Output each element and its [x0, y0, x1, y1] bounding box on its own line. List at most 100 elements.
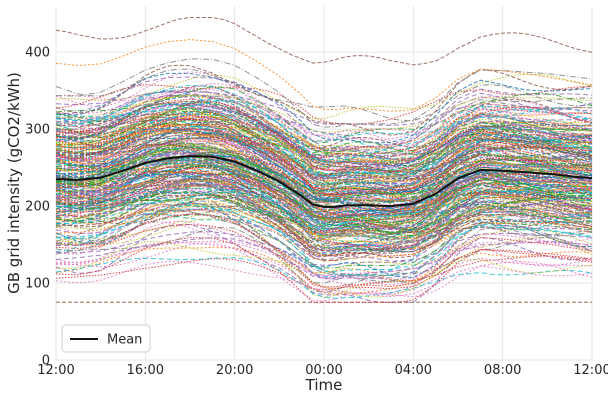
daily-profile-line — [55, 145, 593, 203]
daily-profile-line — [55, 125, 593, 175]
daily-profile-line — [55, 107, 593, 187]
daily-profile-line — [55, 171, 593, 212]
daily-profile-line — [55, 180, 593, 220]
daily-profile-line — [55, 231, 593, 266]
x-tick-label-4: 04:00 — [395, 363, 432, 378]
daily-profile-line — [55, 100, 593, 159]
daily-profile-line — [55, 137, 593, 201]
daily-profile-line — [55, 240, 593, 276]
daily-profile-line — [55, 102, 592, 185]
daily-profile-line — [55, 100, 593, 172]
daily-profile-line — [55, 128, 593, 170]
daily-profile-line — [55, 197, 593, 240]
daily-profile-line — [55, 179, 593, 240]
daily-profile-line — [55, 223, 593, 290]
daily-profile-line — [55, 154, 593, 202]
mean-series — [55, 155, 593, 208]
daily-profile-line — [55, 99, 593, 142]
x-axis-label: Time — [305, 376, 343, 394]
daily-profile-line — [55, 103, 593, 191]
daily-profile-line — [55, 213, 593, 281]
tick-labels: 0 100 200 300 400 12:00 16:00 20:00 00:00 04:00 08… — [25, 46, 608, 378]
daily-profile-line — [55, 255, 593, 291]
daily-profile-line — [55, 217, 593, 274]
daily-profile-line — [55, 182, 593, 234]
daily-profile-line — [55, 144, 593, 233]
daily-profile-line — [55, 208, 593, 280]
daily-profile-line — [55, 198, 593, 237]
daily-profile-line — [55, 187, 593, 228]
daily-profile-line — [55, 145, 593, 189]
daily-profile-line — [55, 132, 593, 212]
daily-profile-line — [55, 159, 593, 218]
daily-profile-line — [55, 73, 593, 120]
daily-profile-line — [55, 102, 593, 171]
daily-profile-line — [55, 257, 593, 299]
daily-profile-line — [55, 172, 593, 249]
daily-profile-line — [56, 164, 593, 213]
daily-profile-line — [55, 94, 593, 152]
legend-box — [61, 324, 151, 353]
daily-profile-line — [55, 127, 593, 193]
daily-profile-line — [55, 209, 593, 282]
daily-profile-line — [55, 84, 593, 125]
daily-profile-line — [55, 118, 592, 161]
daily-profile-line — [55, 64, 593, 136]
daily-profile-line — [55, 209, 593, 262]
daily-profile-line — [55, 68, 593, 122]
daily-profile-line — [55, 206, 593, 241]
daily-profile-line — [55, 260, 593, 297]
daily-profile-line — [55, 72, 593, 144]
daily-profile-line — [55, 94, 593, 133]
daily-profile-line — [56, 208, 593, 255]
x-tick-label-5: 08:00 — [484, 363, 521, 378]
daily-profile-line — [55, 159, 593, 205]
daily-profile-line — [55, 119, 593, 210]
daily-profile-line — [55, 134, 593, 216]
daily-profile-line — [55, 86, 593, 144]
daily-profile-line — [55, 190, 593, 262]
daily-profile-line — [55, 246, 593, 295]
mean-line — [55, 155, 593, 208]
daily-profile-line — [55, 226, 593, 294]
daily-profile-line — [55, 159, 593, 201]
daily-profile-line — [55, 143, 593, 189]
daily-profile-line — [55, 194, 593, 250]
daily-profile-line — [55, 103, 593, 167]
x-tick-label-2: 20:00 — [216, 363, 253, 378]
daily-profile-line — [55, 223, 593, 303]
daily-profile-line — [55, 39, 593, 112]
daily-profile-line — [55, 100, 593, 163]
daily-profile-line — [55, 213, 593, 288]
daily-profile-line — [55, 105, 593, 171]
daily-profile-line — [55, 110, 593, 180]
x-tick-label-0: 12:00 — [37, 363, 74, 378]
daily-profile-line — [55, 159, 593, 199]
daily-profile-line — [55, 144, 593, 217]
y-tick-label-2: 200 — [25, 200, 50, 215]
y-axis-label: GB grid intensity (gCO2/kWh) — [5, 72, 23, 294]
daily-profile-line — [55, 151, 593, 203]
daily-profile-line — [55, 121, 593, 181]
daily-profile-line — [55, 102, 593, 140]
daily-profile-line — [55, 204, 593, 278]
daily-profile-line — [55, 196, 593, 247]
daily-profile-line — [55, 192, 593, 256]
x-tick-label-6: 12:00 — [573, 363, 608, 378]
daily-profile-line — [55, 116, 593, 166]
daily-profile-line — [55, 201, 593, 279]
daily-profile-line — [55, 187, 593, 231]
daily-profile-line — [55, 82, 593, 142]
daily-profile-line — [55, 183, 593, 259]
daily-profile-line — [55, 108, 593, 168]
legend-label-mean: Mean — [107, 333, 142, 348]
daily-profile-line — [55, 194, 593, 234]
daily-profile-line — [55, 152, 593, 220]
daily-profile-line — [55, 155, 593, 226]
daily-profile-line — [55, 158, 593, 240]
daily-profile-line — [55, 159, 593, 244]
daily-profile-line — [55, 242, 593, 295]
daily-profile-line — [55, 162, 593, 237]
